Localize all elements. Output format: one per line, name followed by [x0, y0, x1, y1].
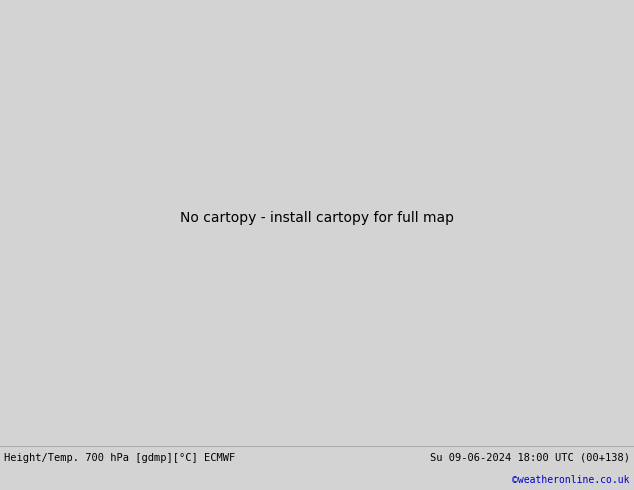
- Text: Height/Temp. 700 hPa [gdmp][°C] ECMWF: Height/Temp. 700 hPa [gdmp][°C] ECMWF: [4, 453, 235, 463]
- Text: No cartopy - install cartopy for full map: No cartopy - install cartopy for full ma…: [180, 212, 454, 225]
- Text: ©weatheronline.co.uk: ©weatheronline.co.uk: [512, 475, 630, 485]
- Text: Su 09-06-2024 18:00 UTC (00+138): Su 09-06-2024 18:00 UTC (00+138): [430, 453, 630, 463]
